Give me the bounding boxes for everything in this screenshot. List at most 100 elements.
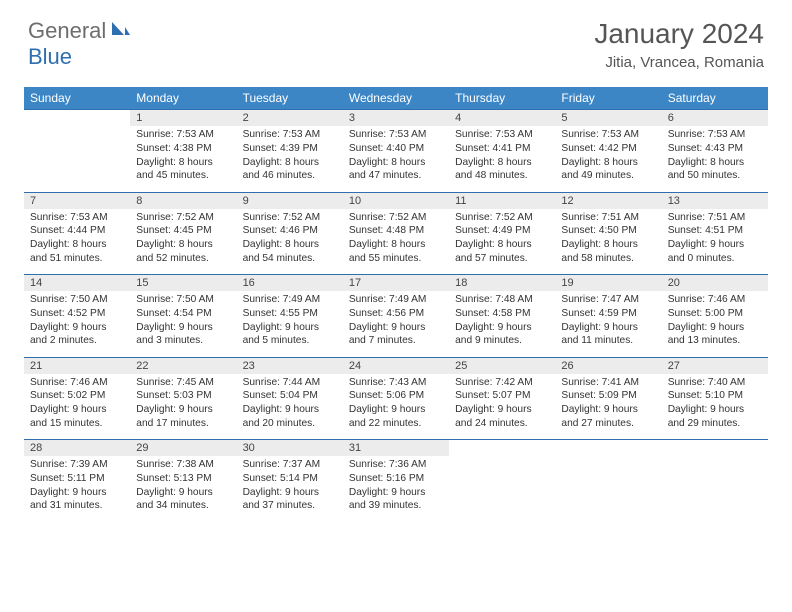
daylight-line2: and 7 minutes.: [349, 334, 443, 348]
daylight-line2: and 49 minutes.: [561, 169, 655, 183]
daylight-line1: Daylight: 8 hours: [349, 238, 443, 252]
day-content-row: Sunrise: 7:53 AMSunset: 4:38 PMDaylight:…: [24, 126, 768, 192]
sunset-text: Sunset: 5:14 PM: [243, 472, 337, 486]
day-number-cell: 14: [24, 275, 130, 292]
day-number-cell: [662, 440, 768, 457]
sunrise-text: Sunrise: 7:53 AM: [136, 128, 230, 142]
day-number-row: 14151617181920: [24, 275, 768, 292]
sunset-text: Sunset: 4:38 PM: [136, 142, 230, 156]
daylight-line1: Daylight: 8 hours: [136, 238, 230, 252]
location-text: Jitia, Vrancea, Romania: [594, 54, 764, 71]
daylight-line2: and 2 minutes.: [30, 334, 124, 348]
day-number-cell: 30: [237, 440, 343, 457]
sunset-text: Sunset: 5:16 PM: [349, 472, 443, 486]
sunrise-text: Sunrise: 7:49 AM: [243, 293, 337, 307]
daylight-line2: and 58 minutes.: [561, 252, 655, 266]
header: General January 2024 Jitia, Vrancea, Rom…: [0, 0, 792, 79]
sunrise-text: Sunrise: 7:46 AM: [30, 376, 124, 390]
day-content-cell: Sunrise: 7:48 AMSunset: 4:58 PMDaylight:…: [449, 291, 555, 357]
daylight-line2: and 9 minutes.: [455, 334, 549, 348]
day-number-cell: 4: [449, 110, 555, 127]
sunrise-text: Sunrise: 7:43 AM: [349, 376, 443, 390]
day-number-cell: 7: [24, 192, 130, 209]
daylight-line2: and 57 minutes.: [455, 252, 549, 266]
logo-text-blue: Blue: [28, 44, 72, 69]
day-content-cell: [555, 456, 661, 522]
day-number-cell: 31: [343, 440, 449, 457]
sunset-text: Sunset: 5:03 PM: [136, 389, 230, 403]
daylight-line1: Daylight: 9 hours: [561, 321, 655, 335]
daylight-line1: Daylight: 9 hours: [136, 486, 230, 500]
sunrise-text: Sunrise: 7:53 AM: [349, 128, 443, 142]
daylight-line2: and 15 minutes.: [30, 417, 124, 431]
sunrise-text: Sunrise: 7:39 AM: [30, 458, 124, 472]
day-number-cell: 2: [237, 110, 343, 127]
day-content-cell: Sunrise: 7:53 AMSunset: 4:40 PMDaylight:…: [343, 126, 449, 192]
day-content-row: Sunrise: 7:39 AMSunset: 5:11 PMDaylight:…: [24, 456, 768, 522]
daylight-line2: and 52 minutes.: [136, 252, 230, 266]
daylight-line2: and 11 minutes.: [561, 334, 655, 348]
weekday-header: Sunday: [24, 87, 130, 110]
day-number-row: 78910111213: [24, 192, 768, 209]
daylight-line1: Daylight: 9 hours: [243, 403, 337, 417]
daylight-line2: and 54 minutes.: [243, 252, 337, 266]
daylight-line1: Daylight: 8 hours: [243, 238, 337, 252]
weekday-header: Thursday: [449, 87, 555, 110]
sunset-text: Sunset: 5:04 PM: [243, 389, 337, 403]
sunset-text: Sunset: 4:55 PM: [243, 307, 337, 321]
sunset-text: Sunset: 4:43 PM: [668, 142, 762, 156]
daylight-line2: and 48 minutes.: [455, 169, 549, 183]
daylight-line1: Daylight: 9 hours: [30, 486, 124, 500]
sunset-text: Sunset: 4:44 PM: [30, 224, 124, 238]
daylight-line2: and 22 minutes.: [349, 417, 443, 431]
day-content-cell: Sunrise: 7:37 AMSunset: 5:14 PMDaylight:…: [237, 456, 343, 522]
day-number-cell: 26: [555, 357, 661, 374]
day-number-cell: 8: [130, 192, 236, 209]
day-content-cell: Sunrise: 7:47 AMSunset: 4:59 PMDaylight:…: [555, 291, 661, 357]
day-content-cell: Sunrise: 7:41 AMSunset: 5:09 PMDaylight:…: [555, 374, 661, 440]
sunrise-text: Sunrise: 7:44 AM: [243, 376, 337, 390]
day-content-cell: Sunrise: 7:51 AMSunset: 4:51 PMDaylight:…: [662, 209, 768, 275]
day-number-cell: 16: [237, 275, 343, 292]
daylight-line1: Daylight: 8 hours: [30, 238, 124, 252]
day-number-row: 21222324252627: [24, 357, 768, 374]
day-content-cell: Sunrise: 7:44 AMSunset: 5:04 PMDaylight:…: [237, 374, 343, 440]
sunrise-text: Sunrise: 7:41 AM: [561, 376, 655, 390]
month-title: January 2024: [594, 18, 764, 50]
sunset-text: Sunset: 4:42 PM: [561, 142, 655, 156]
weekday-header: Monday: [130, 87, 236, 110]
sunset-text: Sunset: 5:00 PM: [668, 307, 762, 321]
day-number-cell: 5: [555, 110, 661, 127]
daylight-line1: Daylight: 8 hours: [668, 156, 762, 170]
day-content-row: Sunrise: 7:53 AMSunset: 4:44 PMDaylight:…: [24, 209, 768, 275]
daylight-line2: and 39 minutes.: [349, 499, 443, 513]
daylight-line2: and 29 minutes.: [668, 417, 762, 431]
sunset-text: Sunset: 5:02 PM: [30, 389, 124, 403]
day-number-cell: 3: [343, 110, 449, 127]
weekday-header: Wednesday: [343, 87, 449, 110]
day-content-cell: Sunrise: 7:53 AMSunset: 4:44 PMDaylight:…: [24, 209, 130, 275]
sunset-text: Sunset: 4:39 PM: [243, 142, 337, 156]
sunrise-text: Sunrise: 7:49 AM: [349, 293, 443, 307]
day-content-row: Sunrise: 7:46 AMSunset: 5:02 PM Daylight:…: [24, 374, 768, 440]
day-number-cell: 24: [343, 357, 449, 374]
day-number-cell: 21: [24, 357, 130, 374]
day-content-cell: Sunrise: 7:52 AMSunset: 4:46 PMDaylight:…: [237, 209, 343, 275]
day-number-cell: 1: [130, 110, 236, 127]
sunset-text: Sunset: 5:06 PM: [349, 389, 443, 403]
day-content-cell: Sunrise: 7:40 AMSunset: 5:10 PMDaylight:…: [662, 374, 768, 440]
sunrise-text: Sunrise: 7:37 AM: [243, 458, 337, 472]
day-content-cell: Sunrise: 7:43 AMSunset: 5:06 PMDaylight:…: [343, 374, 449, 440]
daylight-line2: and 17 minutes.: [136, 417, 230, 431]
day-content-cell: Sunrise: 7:53 AMSunset: 4:43 PMDaylight:…: [662, 126, 768, 192]
sunrise-text: Sunrise: 7:52 AM: [455, 211, 549, 225]
day-content-row: Sunrise: 7:50 AMSunset: 4:52 PMDaylight:…: [24, 291, 768, 357]
day-number-cell: 29: [130, 440, 236, 457]
day-content-cell: [662, 456, 768, 522]
sunrise-text: Sunrise: 7:50 AM: [30, 293, 124, 307]
logo: General: [28, 18, 132, 44]
weekday-header: Friday: [555, 87, 661, 110]
day-number-cell: 28: [24, 440, 130, 457]
sunrise-text: Sunrise: 7:46 AM: [668, 293, 762, 307]
daylight-line1: Daylight: 9 hours: [561, 403, 655, 417]
